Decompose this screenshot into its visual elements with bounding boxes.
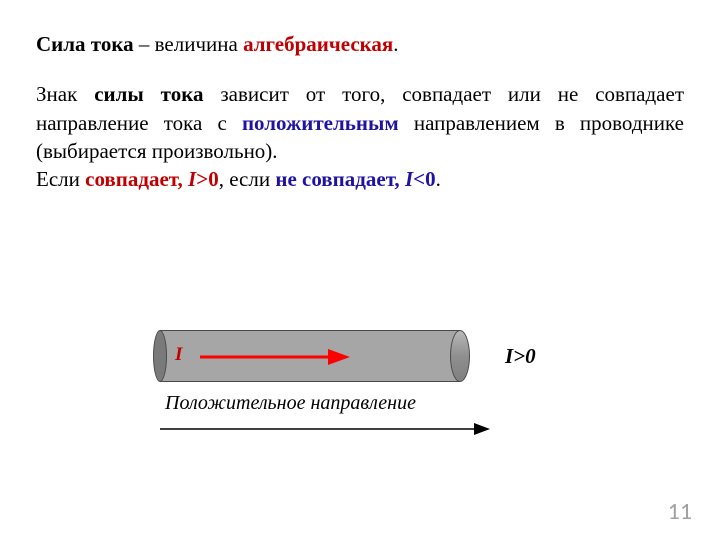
current-arrow-icon	[200, 348, 350, 366]
direction-caption: Положительное направление	[165, 392, 416, 415]
cylinder-cap-right	[450, 330, 470, 382]
text-not-matches: не совпадает,	[275, 167, 405, 191]
diagram: I I>0 Положительное направление	[110, 330, 610, 500]
direction-arrow-icon	[160, 422, 490, 436]
text-force: Сила тока	[36, 32, 134, 56]
text-matches: совпадает,	[85, 167, 188, 191]
diagram-container: I I>0 Положительное направление	[0, 330, 720, 500]
text-lt0: <0	[413, 167, 435, 191]
current-positive-label: I>0	[505, 344, 536, 369]
text-positive: положительным	[242, 111, 399, 135]
text: .	[393, 32, 398, 56]
current-label-i: I	[175, 344, 182, 366]
paragraph-2: Знак силы тока зависит от того, совпадае…	[36, 80, 684, 165]
page-number: 11	[668, 497, 692, 526]
text-gt0: >0	[196, 167, 218, 191]
spacer	[36, 58, 684, 80]
text-algebraic: алгебраическая	[243, 32, 393, 56]
slide-page: Сила тока – величина алгебраическая. Зна…	[0, 0, 720, 540]
text: – величина	[134, 32, 243, 56]
paragraph-3: Если совпадает, I>0, если не совпадает, …	[36, 165, 684, 193]
text-i: I	[188, 167, 196, 191]
text: , если	[219, 167, 276, 191]
paragraph-1: Сила тока – величина алгебраическая.	[36, 30, 684, 58]
text: Знак	[36, 82, 94, 106]
text-current-force: силы тока	[94, 82, 203, 106]
cylinder-cap-left	[153, 330, 167, 382]
text-i: I	[405, 167, 413, 191]
text: Если	[36, 167, 85, 191]
text: .	[436, 167, 441, 191]
